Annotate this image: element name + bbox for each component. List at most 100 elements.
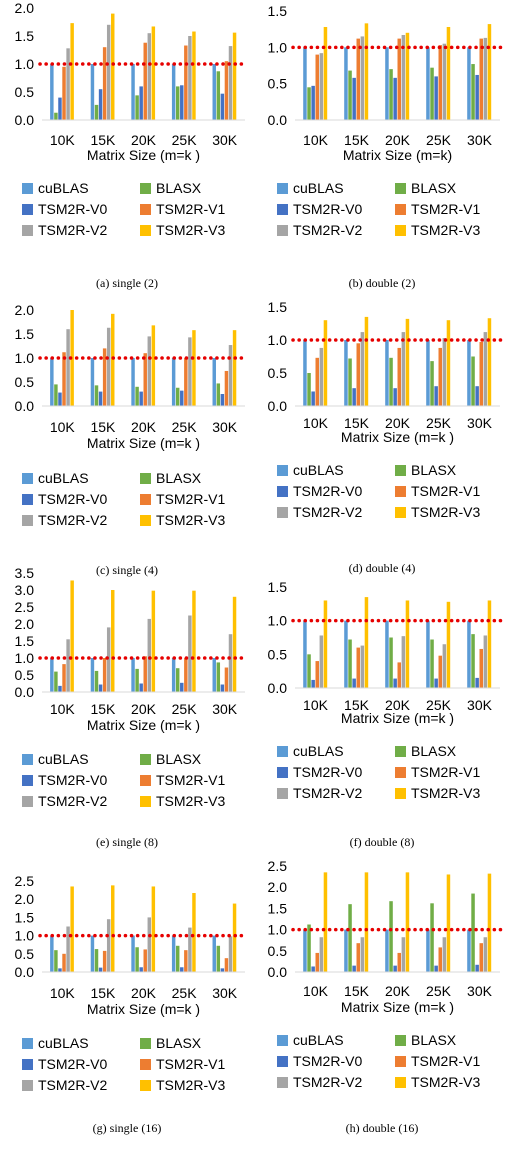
bar-tsm2r-v1 xyxy=(357,943,361,972)
bar-tsm2r-v0 xyxy=(475,678,479,688)
y-tick-label: 1.0 xyxy=(15,928,35,944)
legend-swatch xyxy=(22,775,33,786)
chart-panel: 0.0 0.5 1.0 1.5 2.0 2.5 10K 15K 20K 25K 30K Matrix … xyxy=(255,852,509,1147)
bar-tsm2r-v3 xyxy=(233,330,236,406)
x-tick-label: 10K xyxy=(303,983,329,999)
bar-blasx xyxy=(217,71,220,120)
bar-tsm2r-v1 xyxy=(439,656,443,688)
bar-tsm2r-v3 xyxy=(365,317,369,406)
legend-item: BLASX xyxy=(140,470,201,486)
bar-tsm2r-v0 xyxy=(434,386,438,406)
x-tick-label: 10K xyxy=(50,701,76,717)
legend-swatch xyxy=(395,746,406,757)
y-tick-label: 2.5 xyxy=(268,858,288,874)
bar-chart-svg: 0.0 0.5 1.0 1.5 2.0 10K 15K 20K 25K 30K Matrix Siz… xyxy=(0,290,254,470)
bar-cublas xyxy=(50,936,53,972)
x-axis-title: Matrix Size (m=k ) xyxy=(87,147,200,163)
bar-tsm2r-v0 xyxy=(99,392,102,406)
y-tick-label: 0.5 xyxy=(268,943,288,959)
bar-tsm2r-v3 xyxy=(406,319,410,406)
bar-tsm2r-v0 xyxy=(99,89,102,120)
bar-tsm2r-v1 xyxy=(439,947,443,972)
bar-cublas xyxy=(467,340,471,406)
x-tick-label: 10K xyxy=(303,697,329,713)
y-tick-label: 1.5 xyxy=(268,579,288,595)
legend-label: TSM2R-V1 xyxy=(156,491,225,507)
y-tick-label: 0.0 xyxy=(268,680,288,696)
x-tick-label: 30K xyxy=(467,697,493,713)
bar-tsm2r-v1 xyxy=(398,953,402,972)
x-tick-label: 20K xyxy=(385,983,411,999)
bar-tsm2r-v3 xyxy=(233,597,236,692)
legend-label: TSM2R-V3 xyxy=(411,222,480,238)
bar-tsm2r-v3 xyxy=(70,886,73,972)
legend-swatch xyxy=(22,494,33,505)
bar-chart-svg: 0.0 0.5 1.0 1.5 2.0 10K 15K 20K 25K 30K Matrix Siz… xyxy=(0,0,254,180)
x-tick-label: 20K xyxy=(385,132,411,148)
bar-tsm2r-v1 xyxy=(357,343,361,406)
bar-tsm2r-v3 xyxy=(447,27,451,120)
legend-label: BLASX xyxy=(411,180,456,196)
bar-cublas xyxy=(50,64,53,120)
bar-tsm2r-v2 xyxy=(188,337,191,406)
bar-blasx xyxy=(95,105,98,120)
bar-tsm2r-v1 xyxy=(62,664,65,692)
bar-cublas xyxy=(467,930,471,972)
legend: cuBLAS BLASX TSM2R-V0 TSM2R-V1 TSM2R-V2 TSM2R… xyxy=(22,1035,252,1101)
bar-tsm2r-v1 xyxy=(480,943,484,972)
y-tick-label: 0.5 xyxy=(15,374,35,390)
bar-tsm2r-v2 xyxy=(148,619,151,692)
legend-item: cuBLAS xyxy=(22,180,89,196)
bar-blasx xyxy=(307,373,311,406)
bar-tsm2r-v2 xyxy=(148,33,151,120)
legend-item: BLASX xyxy=(395,1032,456,1048)
bar-tsm2r-v2 xyxy=(229,46,232,120)
bar-tsm2r-v1 xyxy=(225,668,228,692)
legend-swatch xyxy=(395,767,406,778)
bar-cublas xyxy=(344,930,348,972)
bar-tsm2r-v0 xyxy=(475,386,479,406)
bar-tsm2r-v1 xyxy=(398,348,402,406)
legend-swatch xyxy=(22,225,33,236)
y-tick-label: 2.0 xyxy=(15,616,35,632)
bar-tsm2r-v0 xyxy=(58,968,61,972)
x-tick-label: 15K xyxy=(90,132,116,148)
legend-swatch xyxy=(140,796,151,807)
legend-item: BLASX xyxy=(140,180,201,196)
bar-blasx xyxy=(176,946,179,972)
legend-swatch xyxy=(22,515,33,526)
bar-tsm2r-v0 xyxy=(99,685,102,692)
bar-tsm2r-v2 xyxy=(402,332,406,406)
legend-item: BLASX xyxy=(395,462,456,478)
y-tick-label: 2.0 xyxy=(15,302,35,318)
bar-tsm2r-v1 xyxy=(144,43,147,120)
legend-item: TSM2R-V1 xyxy=(395,483,480,499)
y-tick-label: 1.5 xyxy=(268,900,288,916)
legend-label: TSM2R-V0 xyxy=(293,201,362,217)
bar-tsm2r-v3 xyxy=(488,318,492,406)
bar-tsm2r-v2 xyxy=(402,636,406,688)
legend-label: cuBLAS xyxy=(38,1035,89,1051)
legend-label: cuBLAS xyxy=(293,180,344,196)
x-tick-label: 15K xyxy=(90,419,116,435)
bar-tsm2r-v3 xyxy=(111,14,114,120)
y-tick-label: 3.5 xyxy=(15,565,35,581)
bar-tsm2r-v1 xyxy=(225,958,228,972)
bar-tsm2r-v1 xyxy=(398,662,402,688)
bar-tsm2r-v3 xyxy=(111,590,114,692)
legend-item: TSM2R-V1 xyxy=(395,201,480,217)
figure-caption: (e) single (8) xyxy=(0,835,254,850)
y-tick-label: 0.5 xyxy=(268,646,288,662)
bar-tsm2r-v0 xyxy=(352,78,356,120)
chart-panel: 0.0 0.5 1.0 1.5 10K 15K 20K 25K 30K Matrix Size (… xyxy=(255,573,509,861)
bar-cublas xyxy=(344,47,348,120)
bar-cublas xyxy=(467,621,471,688)
y-tick-label: 0.5 xyxy=(15,667,35,683)
bar-tsm2r-v2 xyxy=(188,36,191,120)
bar-tsm2r-v0 xyxy=(393,966,397,972)
legend-label: TSM2R-V0 xyxy=(38,491,107,507)
legend-item: TSM2R-V1 xyxy=(395,764,480,780)
bar-tsm2r-v1 xyxy=(144,656,147,692)
bar-blasx xyxy=(54,113,57,120)
bar-tsm2r-v1 xyxy=(439,45,443,120)
